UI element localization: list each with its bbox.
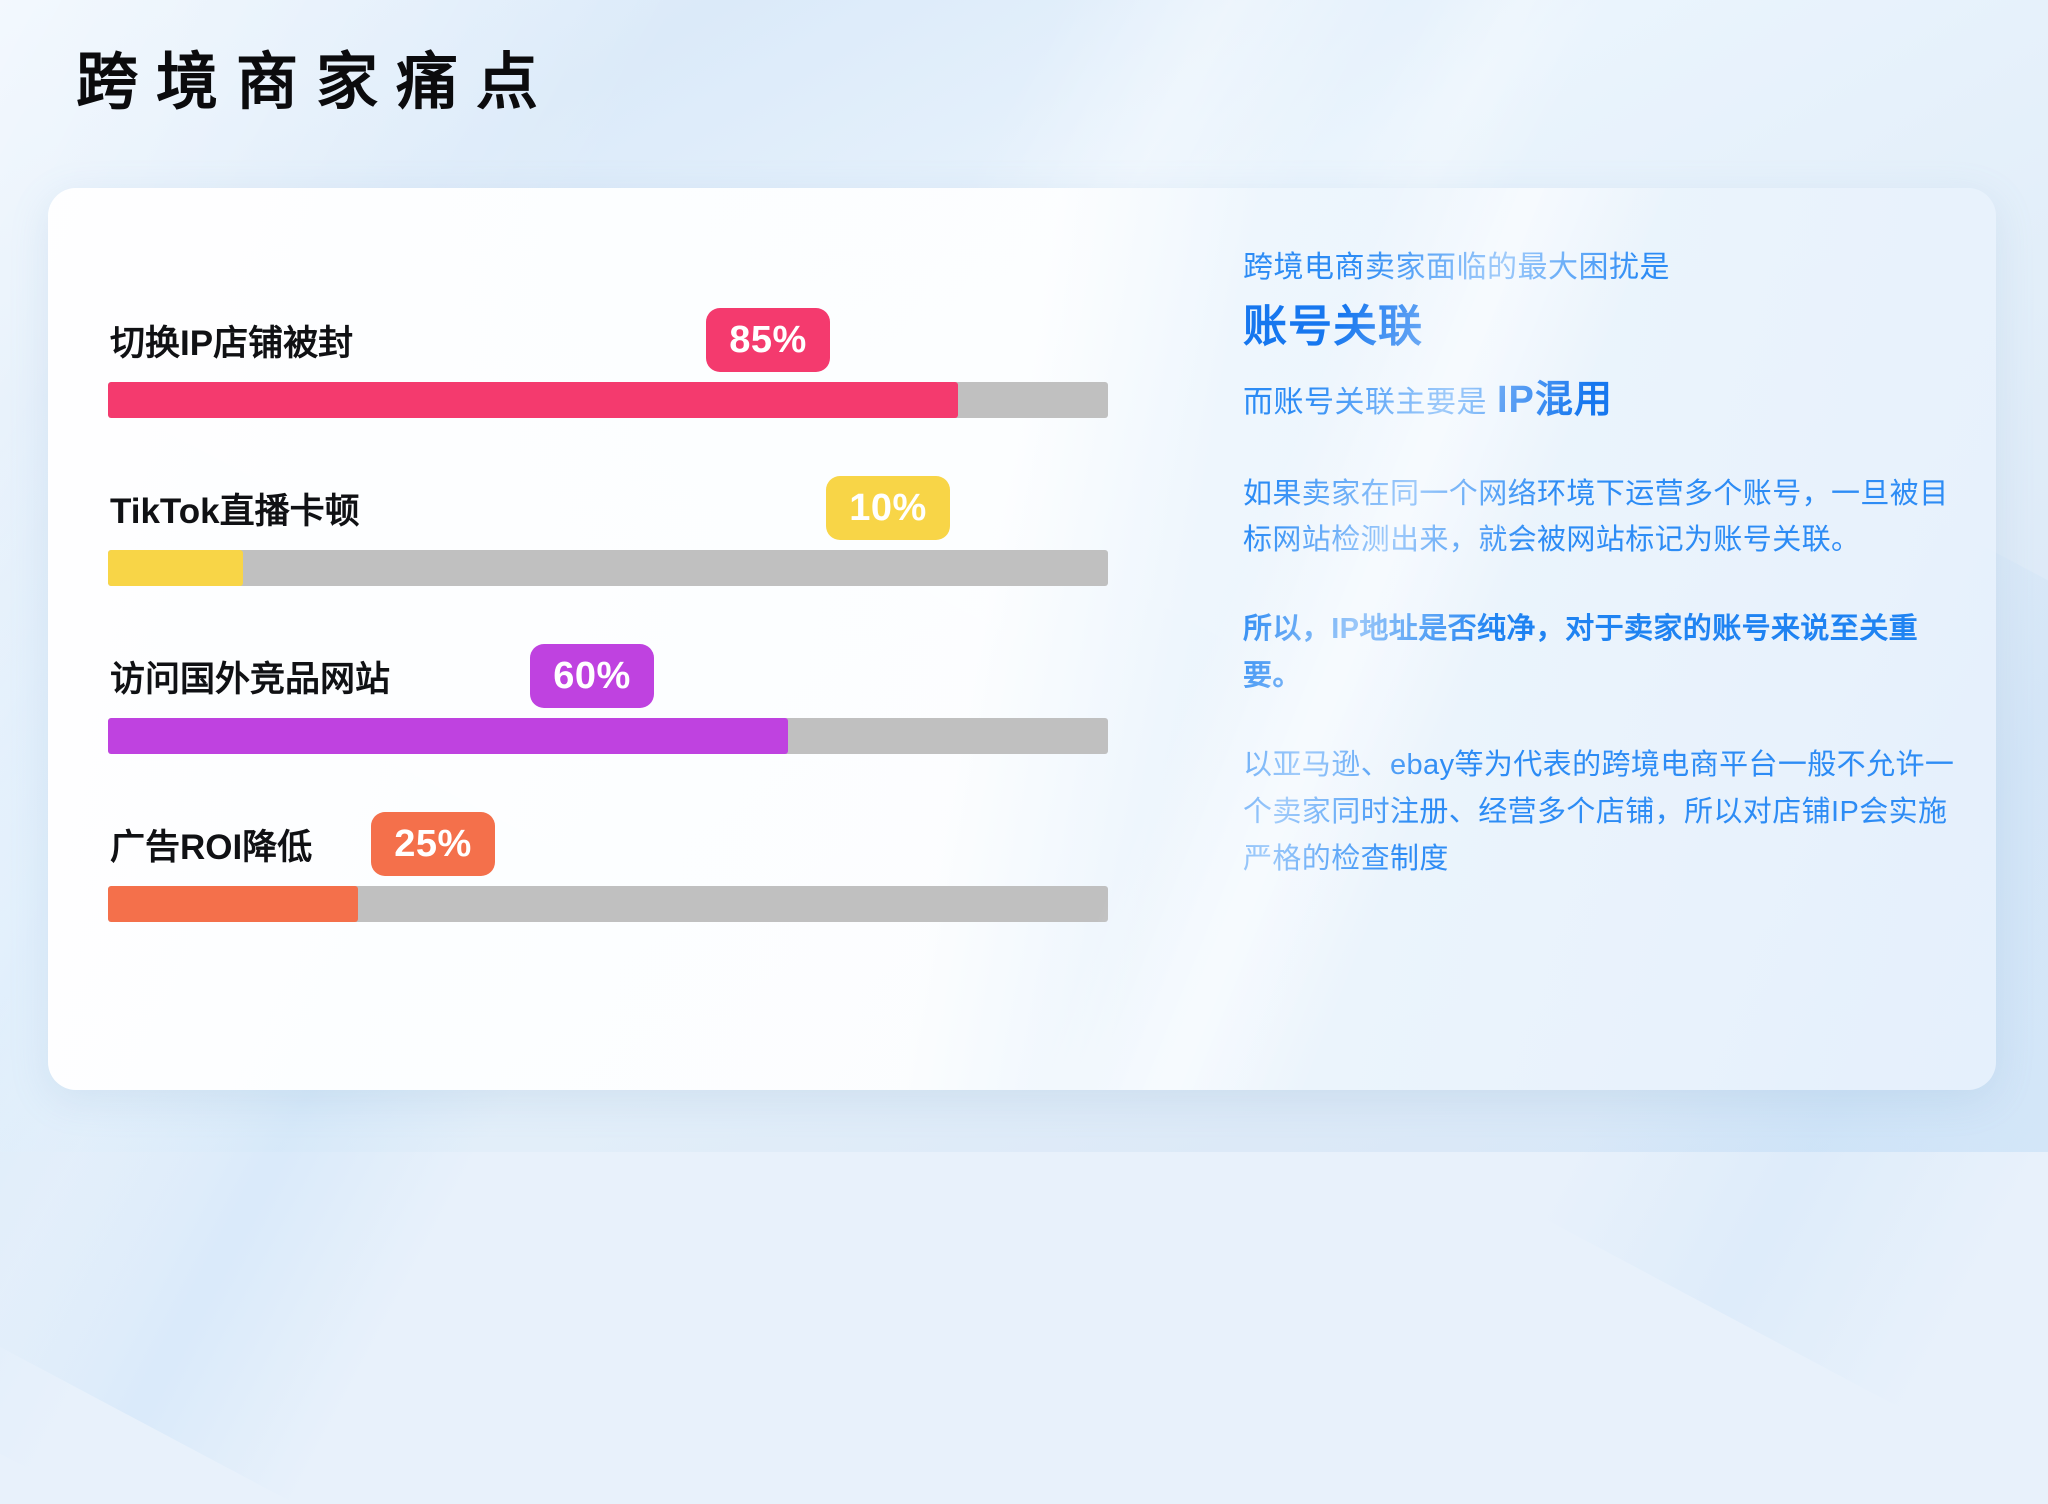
chart-row-header: 广告ROI降低 25% [108, 798, 1108, 876]
page-title: 跨境商家痛点 [76, 48, 557, 117]
bar-value-badge: 60% [530, 644, 654, 708]
infographic-stage: 跨境商家痛点 切换IP店铺被封 85% TikTok直播卡顿 10% [0, 0, 2048, 1152]
chart-row-header: 访问国外竞品网站 60% [108, 630, 1108, 708]
chart-row: TikTok直播卡顿 10% [108, 462, 1108, 586]
explanation-text-panel: 跨境电商卖家面临的最大困扰是 账号关联 而账号关联主要是 IP混用 如果卖家在同一… [1243, 246, 1973, 1036]
pain-point-bar-chart: 切换IP店铺被封 85% TikTok直播卡顿 10% 访问国外竞品网站 [108, 250, 1168, 1040]
lead-mix-line: 而账号关联主要是 IP混用 [1243, 372, 1973, 429]
bar-value-badge: 25% [371, 812, 495, 876]
bar-label: 广告ROI降低 [110, 828, 313, 867]
chart-row: 访问国外竞品网站 60% [108, 630, 1108, 754]
bar-value-badge: 85% [706, 308, 830, 372]
bar-value-badge: 10% [826, 476, 950, 540]
content-card: 切换IP店铺被封 85% TikTok直播卡顿 10% 访问国外竞品网站 [48, 188, 1996, 1090]
paragraph-2: 所以，IP地址是否纯净，对于卖家的账号来说至关重要。 [1243, 613, 1919, 693]
lead-line: 跨境电商卖家面临的最大困扰是 [1243, 251, 1670, 284]
bar-track [108, 382, 1108, 418]
lead-mix-prefix: 而账号关联主要是 [1243, 385, 1487, 419]
bar-fill [108, 382, 958, 418]
bar-track [108, 718, 1108, 754]
chart-row: 切换IP店铺被封 85% [108, 294, 1108, 418]
bar-fill [108, 550, 243, 586]
chart-row-header: 切换IP店铺被封 85% [108, 294, 1108, 372]
bar-track [108, 886, 1108, 922]
lead-keyword: 账号关联 [1243, 301, 1423, 351]
chart-row-header: TikTok直播卡顿 10% [108, 462, 1108, 540]
bar-label: 访问国外竞品网站 [110, 660, 391, 699]
lead-mix-highlight: IP混用 [1497, 378, 1613, 421]
paragraph-1: 如果卖家在同一个网络环境下运营多个账号，一旦被目标网站检测出来，就会被网站标记为… [1243, 477, 1949, 557]
bar-fill [108, 886, 358, 922]
bar-label: 切换IP店铺被封 [110, 324, 354, 363]
bar-label: TikTok直播卡顿 [110, 492, 360, 531]
chart-row: 广告ROI降低 25% [108, 798, 1108, 922]
bar-fill [108, 718, 788, 754]
bar-track [108, 550, 1108, 586]
paragraph-3: 以亚马逊、ebay等为代表的跨境电商平台一般不允许一个卖家同时注册、经营多个店铺… [1243, 749, 1955, 876]
